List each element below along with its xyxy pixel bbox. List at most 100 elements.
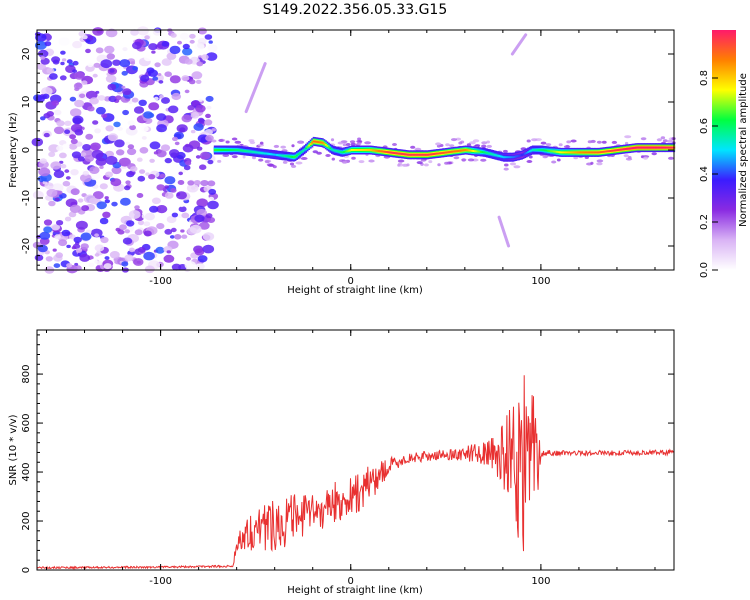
- noise-blob: [141, 136, 147, 140]
- noise-blob: [177, 40, 182, 45]
- y-tick-label: -20: [21, 238, 32, 254]
- track-cell: [372, 149, 374, 152]
- noise-blob: [60, 164, 67, 169]
- track-speckle: [660, 136, 666, 140]
- track-cell: [241, 149, 244, 152]
- noise-blob: [128, 247, 135, 253]
- track-cell: [334, 149, 336, 152]
- track-cell: [291, 155, 294, 158]
- noise-blob: [184, 89, 190, 94]
- track-speckle: [282, 160, 288, 164]
- track-cell: [624, 148, 627, 150]
- x-tick-label: 100: [531, 576, 550, 587]
- noise-blob: [74, 129, 84, 136]
- track-speckle: [397, 159, 405, 163]
- noise-blob: [104, 196, 109, 200]
- track-speckle: [528, 155, 533, 159]
- track-cell: [464, 149, 467, 151]
- noise-blob: [170, 188, 177, 193]
- track-speckle: [467, 158, 475, 162]
- track-cell: [664, 146, 666, 149]
- track-cell: [431, 153, 434, 156]
- track-speckle: [445, 143, 450, 147]
- noise-blob: [122, 47, 128, 52]
- noise-blob: [190, 112, 200, 119]
- noise-blob: [59, 75, 67, 81]
- noise-blob: [50, 94, 62, 104]
- track-cell: [262, 152, 265, 155]
- track-cell: [629, 147, 631, 150]
- colorbar-tick-label: 0.0: [699, 262, 710, 278]
- noise-blob: [77, 198, 84, 203]
- noise-blob: [164, 185, 169, 189]
- track-cell: [419, 153, 422, 156]
- track-cell: [227, 149, 230, 151]
- track-speckle: [486, 144, 493, 148]
- noise-blob: [198, 118, 206, 124]
- track-speckle: [351, 156, 356, 160]
- noise-blob: [53, 126, 65, 135]
- noise-blob: [110, 178, 122, 187]
- noise-blob: [127, 148, 137, 156]
- track-cell: [518, 154, 520, 157]
- track-speckle: [453, 156, 460, 160]
- noise-blob: [96, 201, 107, 210]
- track-cell: [530, 149, 533, 152]
- track-cell: [562, 151, 565, 154]
- noise-blob: [100, 236, 109, 244]
- noise-blob: [74, 72, 85, 80]
- track-cell: [362, 149, 365, 151]
- track-cell: [356, 149, 359, 151]
- track-cell: [321, 141, 324, 144]
- noise-blob: [68, 143, 78, 150]
- track-cell: [642, 146, 645, 149]
- y-tick-label: 0: [21, 567, 32, 573]
- noise-blob: [181, 212, 190, 219]
- track-cell: [224, 149, 227, 151]
- track-cell: [522, 153, 525, 156]
- track-cell: [493, 153, 496, 156]
- colorbar: 0.0 0.2 0.4 0.6 0.8 Normalized spectral ampl…: [699, 30, 749, 278]
- track-cell: [367, 149, 370, 151]
- track-cell: [651, 146, 654, 149]
- noise-blob: [89, 166, 100, 175]
- track-cell: [340, 151, 342, 154]
- track-speckle: [542, 155, 548, 159]
- track-cell: [527, 151, 530, 154]
- noise-blob: [105, 74, 117, 83]
- track-cell: [633, 146, 636, 149]
- noise-blob: [55, 252, 63, 259]
- track-cell: [282, 154, 285, 157]
- track-cell: [435, 152, 438, 155]
- track-cell: [600, 151, 603, 154]
- track-cell: [420, 153, 423, 156]
- track-cell: [280, 154, 283, 157]
- track-cell: [317, 141, 320, 144]
- noise-blob: [105, 125, 114, 132]
- track-cell: [547, 149, 549, 152]
- track-cell: [359, 149, 362, 151]
- noise-blob: [132, 66, 139, 71]
- noise-blob: [208, 40, 213, 44]
- track-cell: [607, 150, 610, 153]
- noise-blob: [137, 246, 146, 253]
- noise-blob: [44, 41, 52, 47]
- track-cell: [606, 150, 609, 153]
- track-speckle: [312, 150, 318, 154]
- noise-blob: [207, 200, 219, 210]
- track-speckle: [414, 147, 422, 151]
- noise-blob: [148, 174, 156, 180]
- noise-blob: [144, 35, 150, 40]
- track-cell: [305, 147, 307, 150]
- track-cell: [378, 150, 380, 153]
- track-cell: [448, 151, 450, 154]
- snr-x-ticks: -100 0 100: [46, 330, 656, 587]
- track-cell: [442, 151, 444, 154]
- track-cell: [349, 149, 352, 152]
- track-cell: [320, 141, 323, 144]
- track-speckle: [342, 143, 348, 147]
- noise-blob: [196, 61, 204, 67]
- noise-blob: [182, 43, 190, 50]
- track-speckle: [410, 145, 416, 149]
- noise-blob: [141, 125, 149, 132]
